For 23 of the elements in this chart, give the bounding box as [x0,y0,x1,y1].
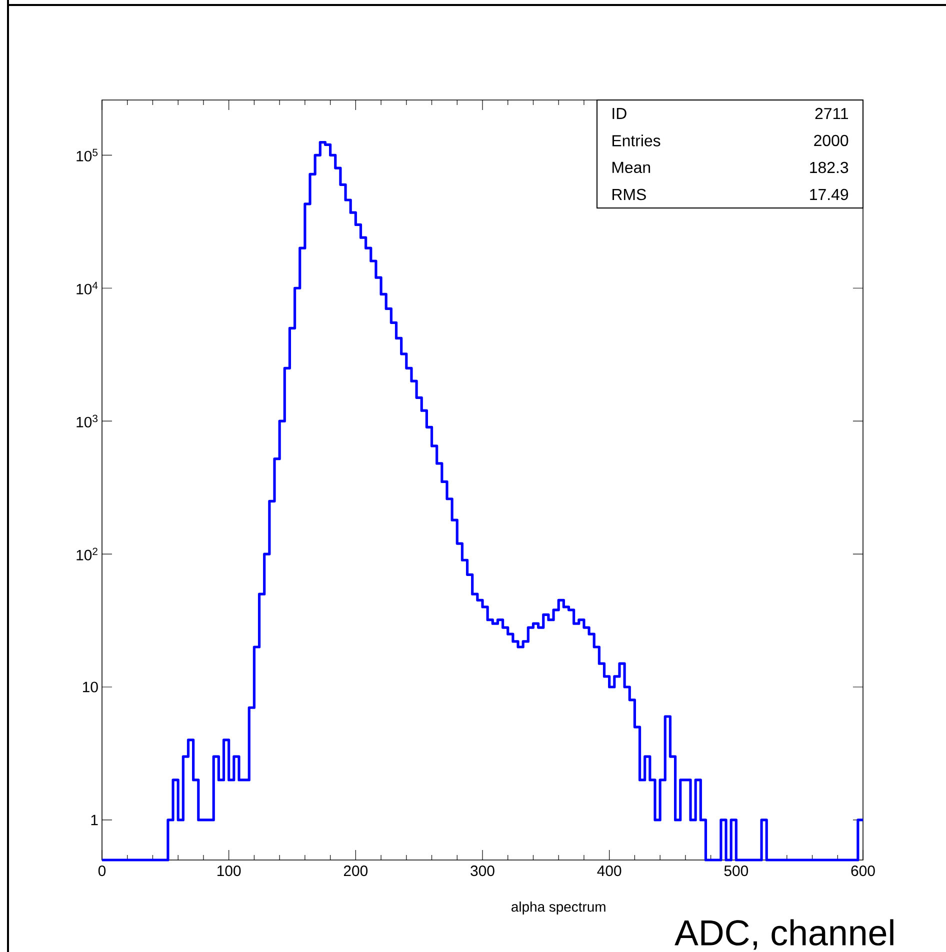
x-tick-label: 400 [597,866,622,876]
annotation: 182.3 [810,162,848,174]
y-tick-label: 10$^{4}$ [76,282,98,294]
x-tick-label: 500 [724,866,748,876]
y-tick-label: 10$^{2}$ [76,548,98,560]
x-tick-label: 200 [344,866,368,876]
annotation: 2711 [815,108,848,120]
y-tick-label: 10$^{5}$ [76,148,98,162]
text: ADC, channel [674,919,894,950]
annotation: Mean [612,162,650,174]
annotation: RMS [612,188,646,200]
annotation: ID [612,108,626,119]
x-tick-label: 600 [851,866,875,876]
x-tick-label: 100 [218,866,241,876]
annotation: Entries [612,134,660,146]
annotation: 2000 [814,134,848,146]
x-tick-label: 0 [98,866,106,876]
x-tick-label: 300 [470,866,494,876]
annotation: 17.49 [810,188,848,200]
x-axis-title: alpha spectrum [512,902,606,915]
y-tick-label: 10$^{3}$ [76,414,98,428]
y-tick-label: 10 [83,682,98,692]
y-tick-label: 1 [91,814,98,826]
